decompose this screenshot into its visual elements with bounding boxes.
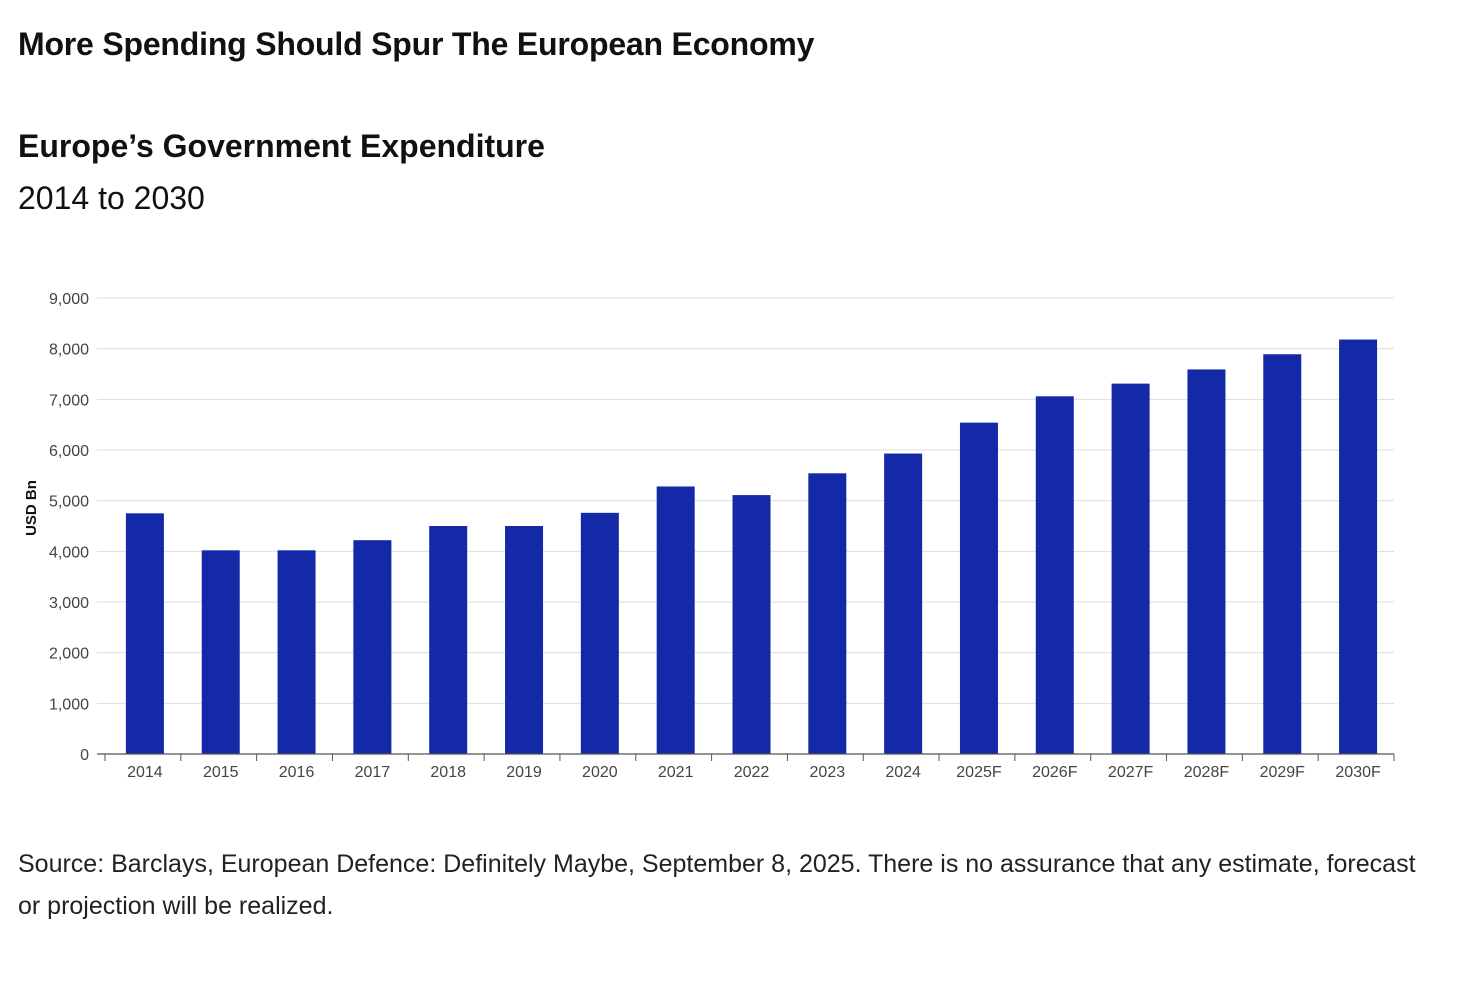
bar-2017 xyxy=(353,540,392,754)
bar-2024 xyxy=(884,453,923,754)
bar-2021 xyxy=(656,486,695,754)
y-tick-label: 5,000 xyxy=(49,494,89,511)
bar-2016 xyxy=(277,550,316,754)
y-tick-label: 7,000 xyxy=(49,392,89,409)
x-tick-label: 2029F xyxy=(1260,764,1306,781)
y-tick-label: 3,000 xyxy=(49,595,89,612)
y-tick-label: 4,000 xyxy=(49,544,89,561)
x-axis-labels: 2014 2015 2016 2017 2018 2019 2020 2021 2022 2023… xyxy=(127,764,1381,781)
y-tick-label: 8,000 xyxy=(49,342,89,359)
page-headline: More Spending Should Spur The European E… xyxy=(18,26,815,62)
bar-chart: 0 1,000 2,000 3,000 4,000 5,000 6,000 7,000 8,00… xyxy=(23,291,1395,781)
x-tick-label: 2018 xyxy=(430,764,466,781)
y-axis-label: USD Bn xyxy=(23,480,40,536)
bars xyxy=(125,339,1378,754)
x-tick-label: 2019 xyxy=(506,764,542,781)
y-tick-label: 6,000 xyxy=(49,443,89,460)
bar-2029F xyxy=(1263,354,1302,754)
x-tick-label: 2016 xyxy=(279,764,315,781)
y-tick-label: 9,000 xyxy=(49,291,89,308)
bar-2023 xyxy=(808,473,847,754)
x-tick-label: 2014 xyxy=(127,764,163,781)
y-tick-label: 0 xyxy=(80,747,89,764)
bar-2025F xyxy=(959,422,998,754)
y-axis-ticks: 0 1,000 2,000 3,000 4,000 5,000 6,000 7,000 8,00… xyxy=(49,291,89,764)
x-tick-label: 2017 xyxy=(355,764,391,781)
x-tick-label: 2024 xyxy=(885,764,921,781)
x-tick-label: 2023 xyxy=(810,764,846,781)
x-tick-label: 2021 xyxy=(658,764,694,781)
source-note: Source: Barclays, European Defence: Defi… xyxy=(18,850,1416,920)
chart-title: Europe’s Government Expenditure xyxy=(18,128,545,164)
x-tick-label: 2028F xyxy=(1184,764,1230,781)
x-tick-label: 2027F xyxy=(1108,764,1154,781)
chart-subtitle: 2014 to 2030 xyxy=(18,180,205,216)
bar-2015 xyxy=(201,550,240,754)
x-tick-label: 2022 xyxy=(734,764,770,781)
bar-2020 xyxy=(580,512,619,754)
x-tick-label: 2030F xyxy=(1335,764,1381,781)
x-tick-label: 2026F xyxy=(1032,764,1078,781)
x-tick-label: 2015 xyxy=(203,764,239,781)
x-axis xyxy=(97,753,1395,761)
bar-2028F xyxy=(1187,369,1226,754)
bar-2026F xyxy=(1035,396,1074,754)
bar-2014 xyxy=(125,513,164,754)
bar-2030F xyxy=(1339,339,1378,754)
y-tick-label: 2,000 xyxy=(49,646,89,663)
x-tick-label: 2020 xyxy=(582,764,618,781)
bar-2018 xyxy=(429,526,468,754)
x-tick-label: 2025F xyxy=(956,764,1002,781)
y-tick-label: 1,000 xyxy=(49,696,89,713)
bar-2027F xyxy=(1111,383,1150,754)
bar-2019 xyxy=(505,526,544,754)
bar-2022 xyxy=(732,495,771,754)
